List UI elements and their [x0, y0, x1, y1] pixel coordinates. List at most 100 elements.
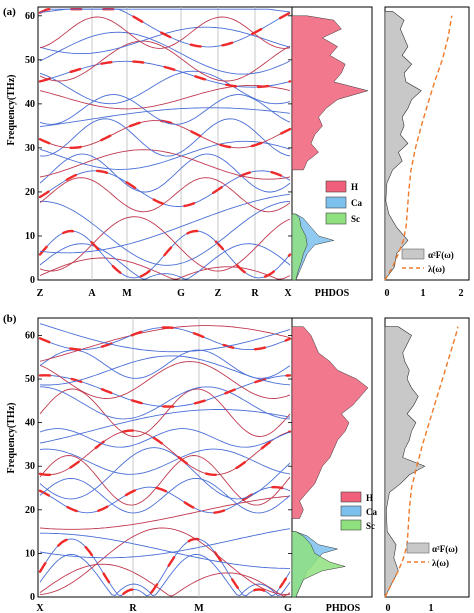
- panel-a-eliash-curves: [384, 11, 453, 281]
- hsym-label: G: [177, 288, 185, 299]
- ytick-label: 20: [25, 505, 35, 516]
- phonon-band: [40, 532, 290, 569]
- legend-swatch-Sc: [340, 519, 362, 531]
- ytick-label: 40: [25, 418, 35, 429]
- panel-b-eliash-curves: [384, 326, 459, 598]
- legend-swatch-Ca: [325, 196, 347, 209]
- phonon-band: [39, 447, 291, 500]
- legend-swatch-Sc: [325, 212, 347, 225]
- panel-b-eliash-legend: α²F(ω) λ(ω): [406, 542, 458, 568]
- legend-swatch-H: [325, 180, 347, 193]
- phdos-Sc: [291, 213, 308, 281]
- phonon-band: [39, 495, 291, 530]
- phonon-band: [39, 107, 291, 128]
- panel-b-yticks: 0 10 20 30 40 50 60: [25, 330, 292, 603]
- ytick-label: 50: [25, 374, 35, 385]
- legend-swatch-H: [340, 491, 362, 503]
- phonon-band: [39, 478, 291, 514]
- phonon-band: [39, 16, 291, 49]
- legend-label-Ca: Ca: [351, 198, 362, 208]
- phonon-band: [39, 70, 291, 105]
- phonon-band: [39, 386, 291, 420]
- phonon-band-weight: [38, 169, 292, 208]
- phonon-band: [39, 361, 291, 399]
- ytick-label: 10: [25, 231, 35, 242]
- panel-a-band-curves: [38, 7, 292, 280]
- phonon-band: [39, 60, 291, 88]
- phonon-band: [39, 243, 291, 280]
- phonon-band: [39, 257, 291, 280]
- ytick-label: 0: [30, 592, 35, 603]
- a2F-curve: [384, 11, 422, 281]
- panel-a-yticks: 0 10 20 30 40 50 60: [25, 11, 292, 286]
- phonon-band: [39, 327, 291, 351]
- hsym-label: Z: [215, 288, 222, 299]
- phonon-band: [39, 140, 291, 170]
- phonon-band-weight: [38, 485, 292, 515]
- eliash-xtick: 1: [421, 288, 426, 299]
- phonon-band: [39, 538, 291, 597]
- eliash-xtick: 2: [459, 288, 464, 299]
- phonon-band-weight: [38, 537, 292, 598]
- phonon-band: [39, 430, 291, 476]
- panel-a-ylabel: Frequency(THz): [6, 75, 17, 146]
- phonon-band: [39, 200, 291, 266]
- legend-label-Sc: Sc: [366, 521, 375, 531]
- phdos-H: [291, 326, 369, 519]
- ytick-label: 30: [25, 461, 35, 472]
- legend-label-Sc: Sc: [351, 214, 360, 224]
- phonon-band: [39, 349, 291, 379]
- ytick-label: 0: [30, 275, 35, 286]
- hsym-label: X: [36, 603, 44, 613]
- eliash-xtick: 0: [385, 288, 390, 299]
- legend-label-a2F: α²F(ω): [432, 544, 458, 554]
- phonon-band: [39, 153, 291, 193]
- hsym-label: A: [88, 288, 96, 299]
- lambda-curve: [384, 326, 459, 598]
- legend-label-a2F: α²F(ω): [428, 250, 454, 260]
- legend-label-lambda: λ(ω): [428, 264, 445, 274]
- hsym-label: R: [251, 288, 259, 299]
- a2F-curve: [384, 326, 426, 598]
- eliash-xtick: 1: [429, 603, 434, 613]
- phonon-band: [39, 428, 291, 448]
- phonon-band-weight: [38, 374, 292, 408]
- panel-b-ylabel: Frequency(THz): [6, 403, 17, 474]
- phonon-band: [39, 149, 291, 180]
- ytick-label: 20: [25, 187, 35, 198]
- legend-label-H: H: [366, 493, 373, 503]
- phonon-band: [39, 216, 291, 272]
- legend-label-lambda: λ(ω): [432, 558, 449, 568]
- legend-label-H: H: [351, 182, 358, 192]
- lambda-curve: [384, 15, 453, 281]
- eliash-xtick: 0: [386, 603, 391, 613]
- hsym-label: Z: [37, 288, 44, 299]
- ytick-label: 40: [25, 99, 35, 110]
- panel-b-phdos-curves: [291, 326, 369, 598]
- hsym-label: X: [284, 288, 292, 299]
- panel-a-phdos-label: PHDOS: [315, 288, 350, 299]
- phonon-band: [39, 323, 291, 353]
- panel-b: (b) Frequency(THz) X R M G PHDOS 0 1 0 10…: [3, 313, 470, 613]
- phonon-band: [39, 455, 291, 506]
- phdos-Sc: [291, 531, 346, 598]
- ytick-label: 60: [25, 11, 35, 22]
- phonon-band: [39, 448, 291, 475]
- panel-b-phdos-label: PHDOS: [326, 603, 361, 613]
- phonon-band: [39, 170, 291, 207]
- phonon-band: [39, 8, 291, 48]
- legend-swatch-a2F: [401, 248, 425, 260]
- ytick-label: 60: [25, 330, 35, 341]
- phonon-band: [39, 553, 291, 596]
- phonon-band: [39, 563, 291, 597]
- phonon-band: [39, 84, 291, 110]
- phonon-band-weight: [38, 326, 292, 351]
- phonon-band: [39, 8, 291, 13]
- phonon-band: [39, 527, 291, 595]
- phonon-band: [39, 388, 291, 437]
- hsym-label: G: [284, 603, 292, 613]
- legend-swatch-Ca: [340, 505, 362, 517]
- phonon-band-weight: [38, 229, 292, 280]
- panel-b-band-curves: [38, 323, 292, 598]
